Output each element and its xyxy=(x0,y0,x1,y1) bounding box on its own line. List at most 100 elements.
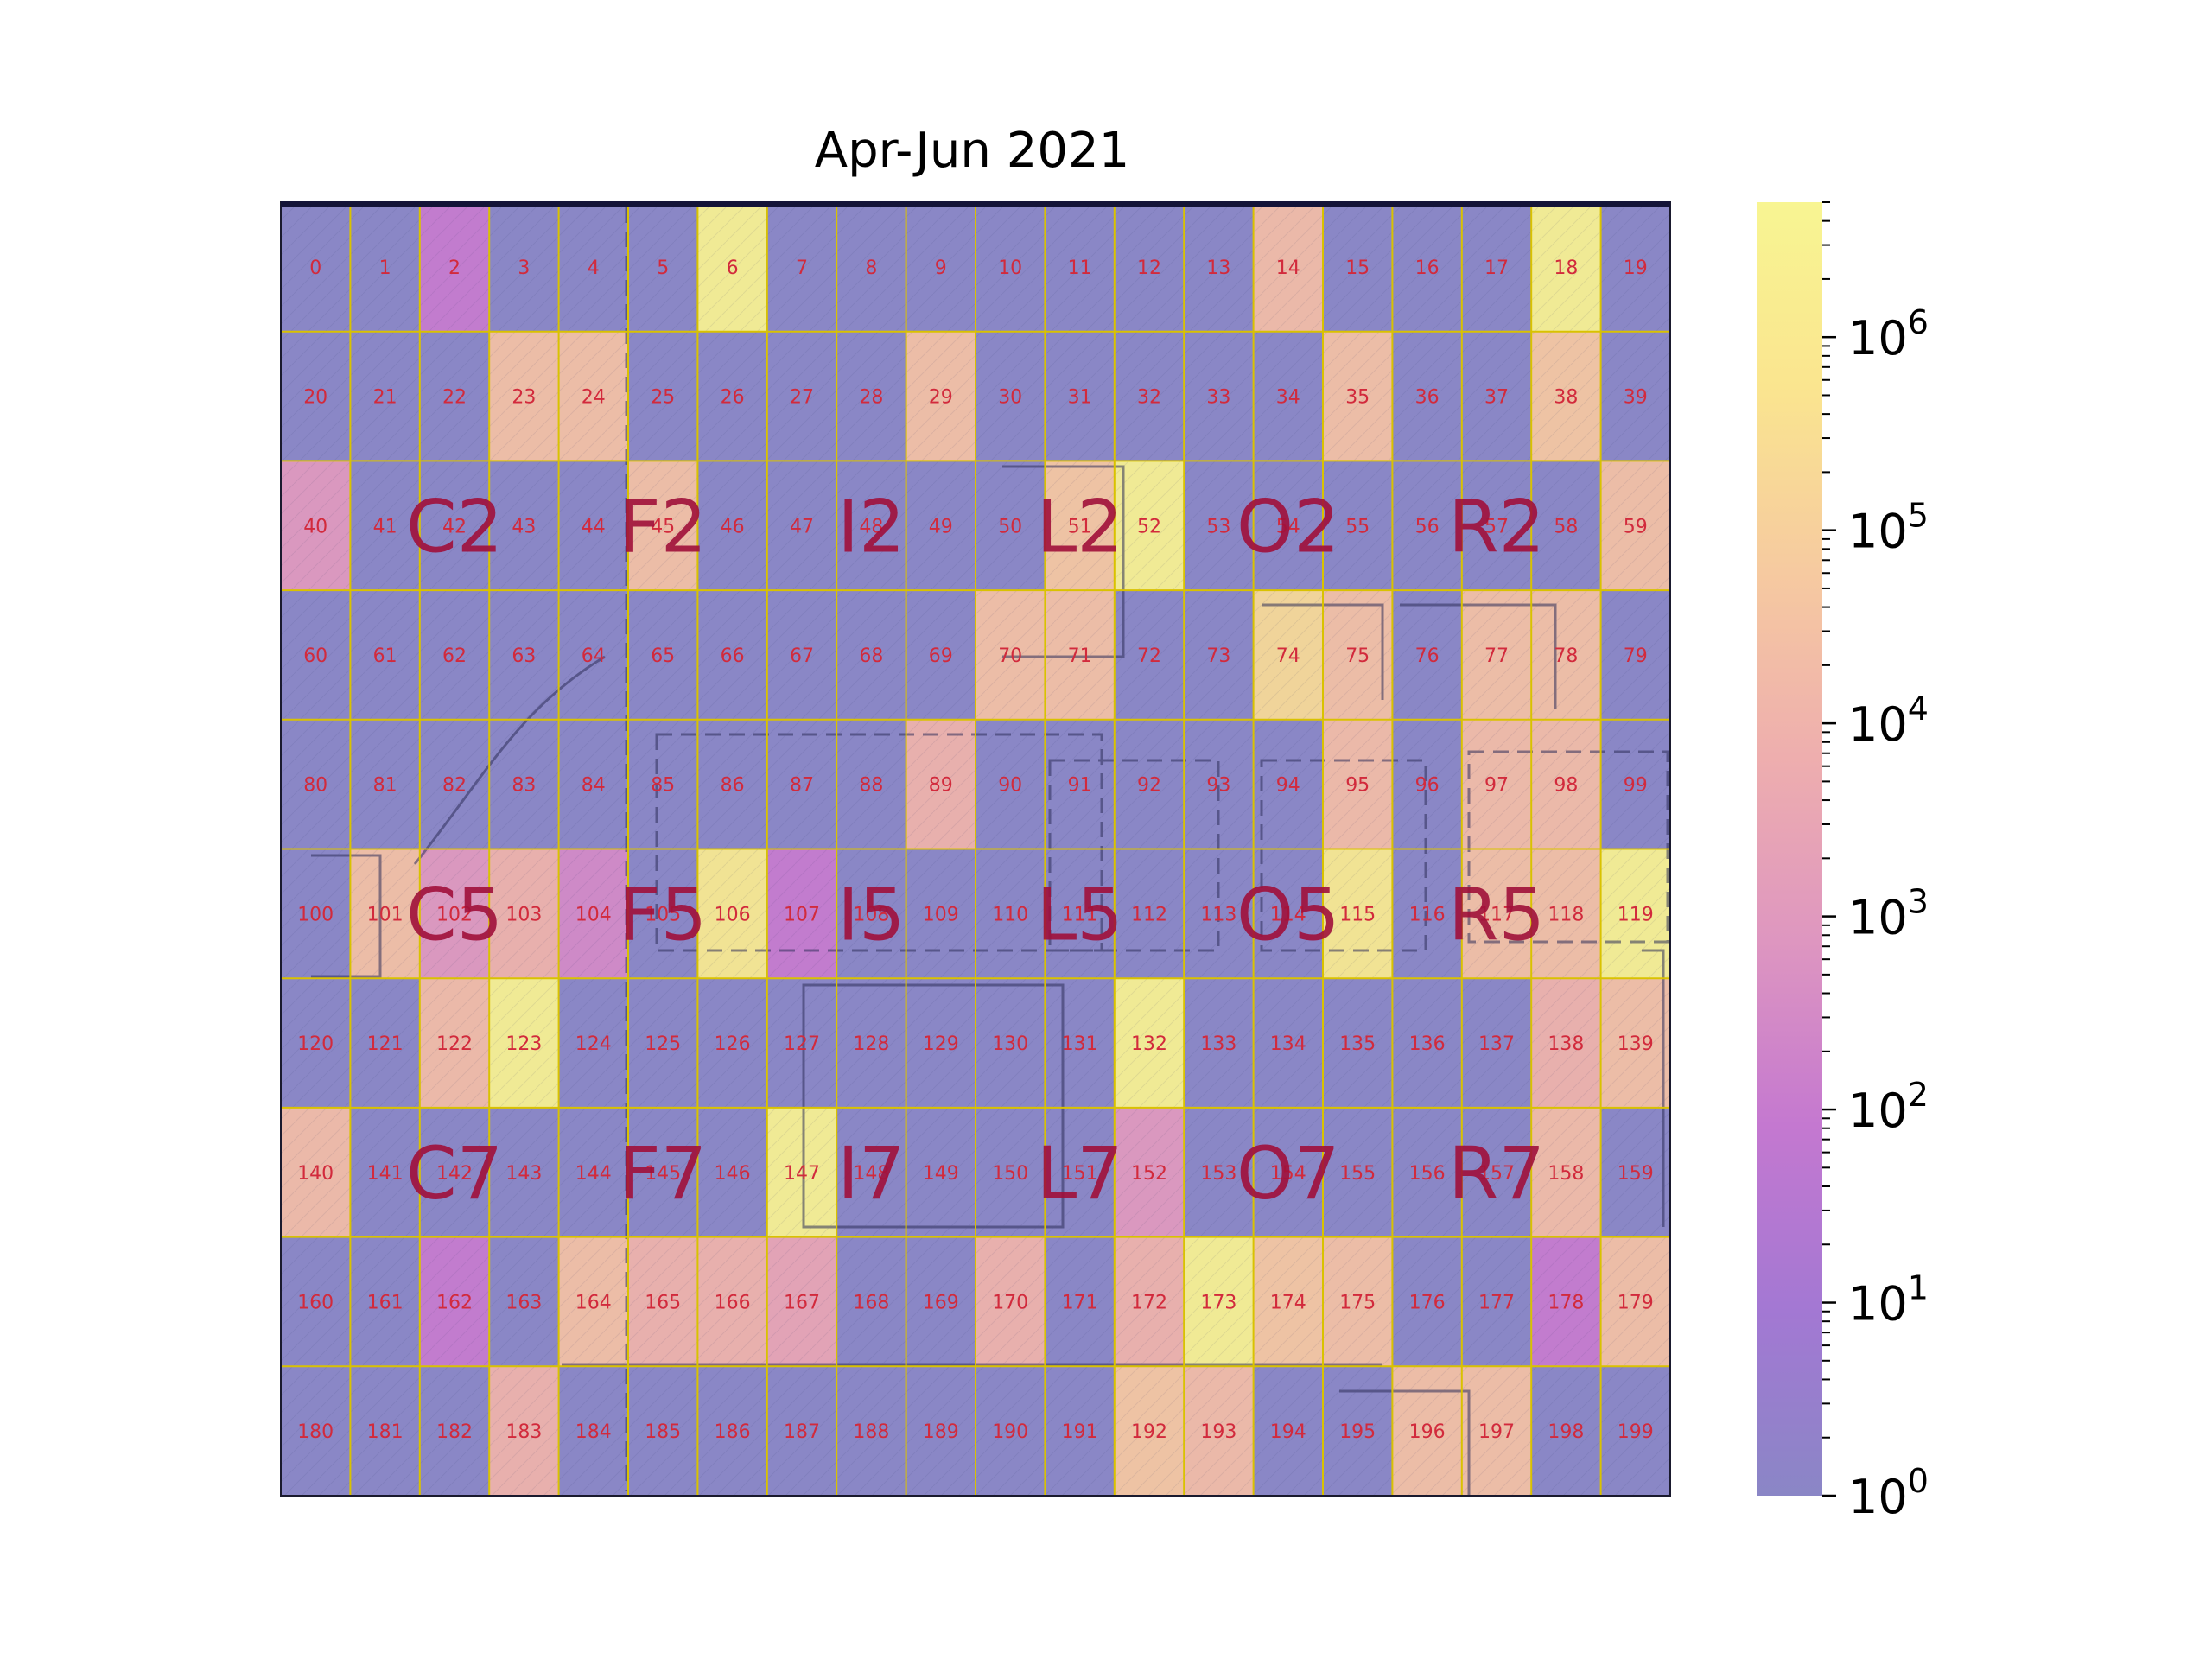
cell-number-label: 158 xyxy=(1548,1163,1584,1185)
cell-number-label: 126 xyxy=(715,1033,751,1055)
cell-number-label: 108 xyxy=(853,904,889,925)
cell-number-label: 80 xyxy=(303,775,327,797)
cell-number-label: 186 xyxy=(715,1421,751,1443)
zone-label: C2 xyxy=(406,484,503,569)
zone-label: C5 xyxy=(406,872,503,957)
cell-number-label: 13 xyxy=(1206,257,1230,279)
cell-number-label: 197 xyxy=(1478,1421,1515,1443)
colorbar-tick-label: 106 xyxy=(1848,303,1929,365)
zone-label: R7 xyxy=(1448,1131,1545,1216)
cell-number-label: 146 xyxy=(715,1163,751,1185)
cell-number-label: 118 xyxy=(1548,904,1584,925)
colorbar-tick-label: 105 xyxy=(1848,497,1929,559)
cell-number-label: 196 xyxy=(1409,1421,1446,1443)
cell-number-label: 73 xyxy=(1206,645,1230,667)
cell-number-label: 2 xyxy=(448,257,461,279)
cell-number-label: 78 xyxy=(1554,645,1578,667)
zone-label: I7 xyxy=(837,1131,905,1216)
cell-number-label: 43 xyxy=(512,516,536,537)
cell-number-label: 89 xyxy=(929,775,953,797)
cell-number-label: 160 xyxy=(297,1292,334,1313)
cell-number-label: 124 xyxy=(575,1033,612,1055)
cell-number-label: 102 xyxy=(436,904,473,925)
colorbar: 100 101 102 103 104 105 106 xyxy=(1757,201,1929,1524)
cell-number-label: 173 xyxy=(1200,1292,1236,1313)
cell-number-label: 76 xyxy=(1415,645,1440,667)
cell-number-label: 157 xyxy=(1478,1163,1515,1185)
cell-number-label: 144 xyxy=(575,1163,612,1185)
cell-number-label: 7 xyxy=(796,257,808,279)
cell-number-label: 88 xyxy=(859,775,883,797)
cell-number-label: 161 xyxy=(367,1292,404,1313)
cell-number-label: 57 xyxy=(1484,516,1509,537)
cell-number-label: 44 xyxy=(582,516,606,537)
cell-number-label: 36 xyxy=(1415,387,1440,409)
cell-number-label: 16 xyxy=(1415,257,1440,279)
cell-number-label: 115 xyxy=(1339,904,1376,925)
cell-number-label: 116 xyxy=(1409,904,1446,925)
cell-number-label: 168 xyxy=(853,1292,889,1313)
cell-number-label: 109 xyxy=(923,904,959,925)
cell-number-label: 198 xyxy=(1548,1421,1584,1443)
cell-number-label: 150 xyxy=(992,1163,1028,1185)
colorbar-tick-label: 101 xyxy=(1848,1269,1929,1332)
cell-number-label: 104 xyxy=(575,904,612,925)
zone-label: F5 xyxy=(619,872,707,957)
cell-number-label: 114 xyxy=(1270,904,1306,925)
cell-number-label: 180 xyxy=(297,1421,334,1443)
cell-number-label: 74 xyxy=(1276,645,1300,667)
cell-number-label: 145 xyxy=(645,1163,681,1185)
zone-label: R5 xyxy=(1448,872,1545,957)
cell-number-label: 105 xyxy=(645,904,681,925)
cell-number-label: 48 xyxy=(859,516,883,537)
cell-number-label: 84 xyxy=(582,775,606,797)
cell-number-label: 164 xyxy=(575,1292,612,1313)
cell-number-label: 94 xyxy=(1276,775,1300,797)
cell-number-label: 176 xyxy=(1409,1292,1446,1313)
colorbar-tick-label: 103 xyxy=(1848,883,1929,945)
cell-number-label: 42 xyxy=(442,516,467,537)
cell-number-label: 72 xyxy=(1137,645,1161,667)
cell-number-label: 85 xyxy=(651,775,675,797)
cell-number-label: 75 xyxy=(1345,645,1370,667)
cell-number-label: 34 xyxy=(1276,387,1300,409)
zone-label: L2 xyxy=(1036,484,1122,569)
cell-number-label: 131 xyxy=(1062,1033,1098,1055)
cell-number-label: 41 xyxy=(373,516,397,537)
cell-number-label: 25 xyxy=(651,387,675,409)
cell-number-label: 181 xyxy=(367,1421,404,1443)
grid-lines xyxy=(281,202,1670,1496)
cell-number-label: 113 xyxy=(1200,904,1236,925)
cell-number-label: 110 xyxy=(992,904,1028,925)
cell-number-label: 97 xyxy=(1484,775,1509,797)
cell-number-label: 117 xyxy=(1478,904,1515,925)
cell-number-label: 138 xyxy=(1548,1033,1584,1055)
cell-number-label: 5 xyxy=(657,257,669,279)
cell-number-label: 69 xyxy=(929,645,953,667)
plot-top-edge xyxy=(281,201,1670,207)
cell-number-label: 18 xyxy=(1554,257,1578,279)
cell-number-label: 63 xyxy=(512,645,536,667)
cell-number-label: 101 xyxy=(367,904,404,925)
cell-number-label: 142 xyxy=(436,1163,473,1185)
cell-number-label: 141 xyxy=(367,1163,404,1185)
colorbar-tick-label: 100 xyxy=(1848,1462,1929,1524)
cell-number-label: 47 xyxy=(790,516,814,537)
cell-number-label: 199 xyxy=(1618,1421,1654,1443)
cell-number-label: 172 xyxy=(1131,1292,1167,1313)
cell-number-label: 134 xyxy=(1270,1033,1306,1055)
cell-number-label: 192 xyxy=(1131,1421,1167,1443)
cell-number-label: 0 xyxy=(309,257,321,279)
cell-number-label: 154 xyxy=(1270,1163,1306,1185)
cell-number-label: 111 xyxy=(1062,904,1098,925)
cell-number-label: 67 xyxy=(790,645,814,667)
cell-number-label: 68 xyxy=(859,645,883,667)
cell-number-label: 129 xyxy=(923,1033,959,1055)
cell-number-label: 32 xyxy=(1137,387,1161,409)
cell-number-label: 56 xyxy=(1415,516,1440,537)
cell-number-label: 169 xyxy=(923,1292,959,1313)
cell-number-label: 163 xyxy=(505,1292,542,1313)
cell-number-label: 40 xyxy=(303,516,327,537)
zone-label: I2 xyxy=(837,484,905,569)
cell-number-label: 148 xyxy=(853,1163,889,1185)
